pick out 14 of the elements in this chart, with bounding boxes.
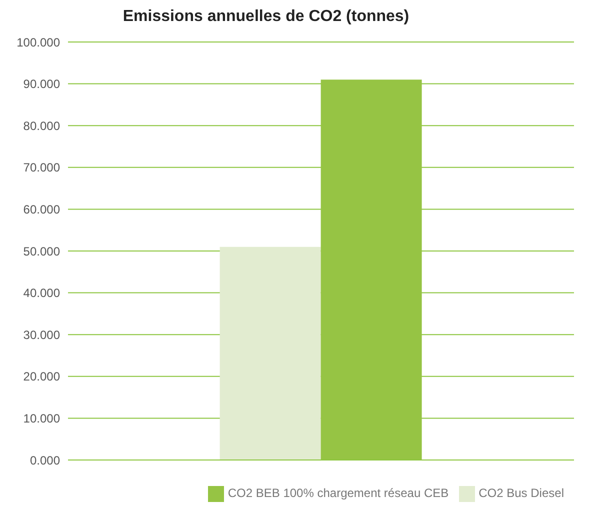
y-tick-label: 60.000 bbox=[23, 202, 60, 216]
y-tick-label: 80.000 bbox=[23, 118, 60, 133]
y-tick-label: 0.000 bbox=[30, 453, 60, 468]
y-tick-label: 50.000 bbox=[23, 244, 60, 258]
y-tick-label: 40.000 bbox=[23, 286, 60, 300]
y-tick-label: 20.000 bbox=[23, 370, 60, 384]
chart-title: Emissions annuelles de CO2 (tonnes) bbox=[122, 8, 410, 27]
y-tick-label: 30.000 bbox=[23, 328, 60, 342]
y-tick-label: 70.000 bbox=[23, 160, 60, 175]
y-tick-label: 90.000 bbox=[23, 77, 60, 92]
legend-label: CO2 Bus Diesel bbox=[478, 486, 564, 500]
legend-label: CO2 BEB 100% chargement réseau CEB bbox=[228, 486, 449, 500]
y-tick-label: 100.000 bbox=[16, 35, 60, 50]
y-tick-label: 10.000 bbox=[23, 411, 60, 426]
